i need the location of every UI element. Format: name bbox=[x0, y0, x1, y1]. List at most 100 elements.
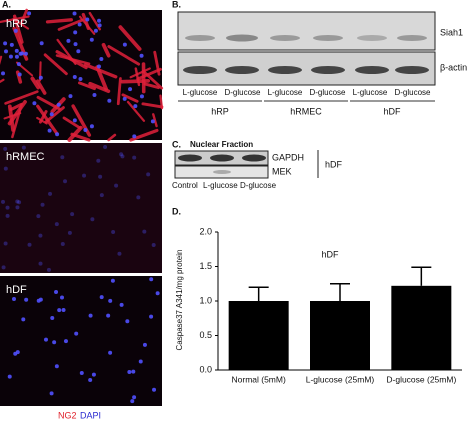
nucleus bbox=[106, 313, 111, 318]
band-label: GAPDH bbox=[272, 152, 304, 162]
panel-label: D. bbox=[172, 206, 181, 216]
nucleus bbox=[21, 317, 26, 322]
nucleus bbox=[38, 75, 43, 80]
image-label: hDF bbox=[6, 284, 27, 296]
nucleus bbox=[88, 313, 93, 318]
band bbox=[210, 154, 234, 162]
cell bbox=[118, 25, 142, 51]
nucleus bbox=[114, 183, 119, 188]
nucleus bbox=[93, 28, 98, 33]
nucleus bbox=[77, 22, 82, 27]
cell bbox=[121, 93, 139, 103]
nucleus bbox=[38, 233, 43, 238]
nucleus bbox=[82, 173, 87, 178]
band-label: MEK bbox=[272, 166, 292, 176]
nucleus bbox=[150, 119, 155, 124]
cell bbox=[81, 12, 90, 30]
nucleus bbox=[97, 23, 102, 28]
nucleus bbox=[131, 369, 136, 374]
cell bbox=[101, 42, 111, 58]
nucleus bbox=[63, 339, 68, 344]
nucleus bbox=[73, 42, 78, 47]
nucleus bbox=[3, 166, 8, 171]
nucleus bbox=[83, 127, 88, 132]
nucleus bbox=[49, 112, 54, 117]
cell bbox=[45, 18, 73, 24]
nucleus bbox=[39, 41, 44, 46]
cell bbox=[88, 81, 111, 94]
nucleus bbox=[56, 102, 61, 107]
cell bbox=[11, 102, 23, 139]
nucleus bbox=[72, 118, 77, 123]
panel-label: B. bbox=[172, 0, 181, 9]
nucleus bbox=[55, 132, 60, 137]
group-label: hDF bbox=[383, 106, 401, 116]
nucleus bbox=[73, 30, 78, 35]
cell bbox=[12, 17, 30, 30]
y-tick-label: 2.0 bbox=[199, 226, 212, 236]
y-tick-label: 0.0 bbox=[199, 364, 212, 374]
nucleus bbox=[38, 261, 43, 266]
lane-label: L-glucose bbox=[353, 88, 388, 97]
cell bbox=[35, 79, 47, 95]
nucleus bbox=[89, 124, 94, 129]
nucleus bbox=[119, 302, 124, 307]
nucleus bbox=[74, 331, 79, 336]
panel-label: A. bbox=[2, 0, 11, 9]
nucleus bbox=[132, 395, 137, 400]
nucleus bbox=[49, 391, 54, 396]
nucleus bbox=[120, 154, 125, 159]
nucleus bbox=[122, 42, 127, 47]
nucleus bbox=[7, 374, 12, 379]
nucleus bbox=[98, 174, 103, 179]
nucleus bbox=[117, 251, 122, 256]
nucleus bbox=[14, 54, 19, 59]
nucleus bbox=[1, 199, 6, 204]
nucleus bbox=[139, 94, 144, 99]
nucleus bbox=[24, 297, 29, 302]
nucleus bbox=[27, 242, 32, 247]
nucleus bbox=[17, 72, 22, 77]
nucleus bbox=[119, 152, 124, 157]
nucleus bbox=[142, 342, 147, 347]
cell bbox=[62, 116, 82, 130]
nucleus bbox=[128, 87, 133, 92]
image-label: hRP bbox=[6, 18, 27, 30]
nucleus bbox=[4, 49, 9, 54]
nucleus bbox=[79, 371, 84, 376]
band bbox=[213, 170, 231, 174]
nucleus bbox=[21, 145, 26, 150]
nucleus bbox=[48, 191, 53, 196]
nucleus bbox=[57, 308, 62, 313]
nucleus bbox=[130, 399, 135, 404]
nucleus bbox=[5, 205, 10, 210]
nucleus bbox=[127, 370, 132, 375]
cell bbox=[152, 113, 158, 128]
nucleus bbox=[132, 134, 137, 139]
cell bbox=[116, 77, 122, 106]
nucleus bbox=[16, 62, 21, 67]
cell bbox=[78, 81, 96, 91]
nucleus bbox=[122, 96, 127, 101]
y-tick-label: 1.0 bbox=[199, 295, 212, 305]
cell bbox=[67, 125, 83, 142]
band-label: β-actin bbox=[440, 62, 467, 72]
nucleus bbox=[38, 297, 43, 302]
cell bbox=[136, 67, 162, 81]
nucleus bbox=[60, 155, 65, 160]
bands bbox=[183, 34, 429, 74]
nucleus bbox=[63, 179, 68, 184]
nucleus bbox=[142, 229, 147, 234]
lane-label: L-glucose bbox=[203, 181, 238, 190]
nucleus bbox=[3, 241, 8, 246]
image-label: hRMEC bbox=[6, 151, 45, 163]
nucleus bbox=[61, 307, 66, 312]
nucleus bbox=[92, 92, 97, 97]
nucleus bbox=[88, 378, 93, 383]
cell bbox=[129, 128, 159, 142]
cell bbox=[143, 82, 160, 90]
nucleus bbox=[139, 53, 144, 58]
x-tick-label: Normal (5mM) bbox=[232, 374, 286, 384]
nucleus bbox=[125, 319, 130, 324]
